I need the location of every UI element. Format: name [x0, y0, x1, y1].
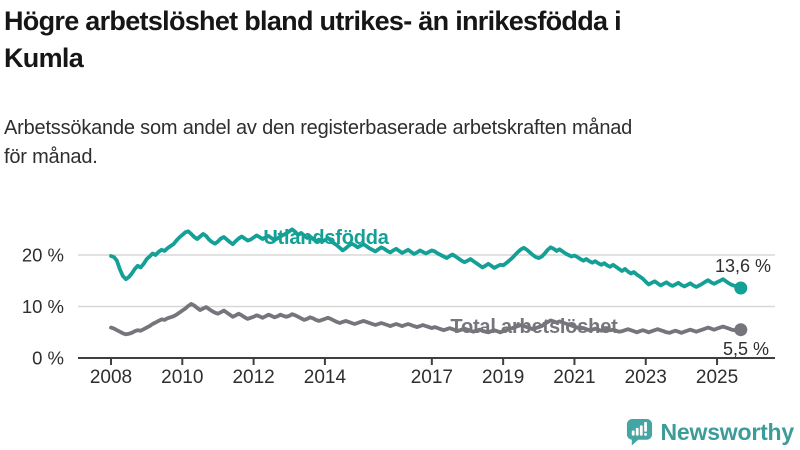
page-title: Högre arbetslöshet bland utrikes- än inr… — [4, 3, 796, 77]
axis-layer: 0 % 10 % 20 % 2008 2010 2012 2014 2017 2019 2021 2… — [22, 245, 775, 388]
series-line-utlandsf-dda — [109, 227, 743, 290]
x-axis-tick-label: 2010 — [161, 367, 203, 388]
subtitle-line-1: Arbetssökande som andel av den registerb… — [4, 117, 633, 139]
x-axis-tick-label: 2025 — [696, 367, 738, 388]
newsworthy-brand-text: Newsworthy — [660, 418, 795, 445]
series-label-utlandsfodda: Utlandsfödda — [263, 227, 389, 249]
title-line-1: Högre arbetslöshet bland utrikes- än inr… — [4, 6, 622, 36]
series-layer — [109, 227, 748, 337]
series-label-total-arbetsloshet: Total arbetslöshet — [450, 316, 618, 338]
series-end-dot — [734, 281, 748, 295]
newsworthy-icon — [626, 418, 652, 446]
chart-subtitle: Arbetssökande som andel av den registerb… — [4, 114, 796, 172]
subtitle-line-2: för månad. — [4, 146, 98, 168]
x-axis-tick-label: 2012 — [232, 367, 274, 388]
title-line-2: Kumla — [4, 43, 84, 73]
x-axis-tick-label: 2008 — [90, 367, 132, 388]
y-axis-tick-label: 20 % — [22, 245, 64, 266]
x-axis-tick-label: 2019 — [482, 367, 524, 388]
end-value-label-total: 5,5 % — [723, 339, 769, 359]
x-axis-tick-label: 2014 — [304, 367, 347, 388]
x-axis-tick-label: 2023 — [625, 367, 667, 388]
x-axis-tick-label: 2021 — [553, 367, 595, 388]
y-axis-tick-label: 0 % — [32, 348, 64, 369]
series-end-dot — [734, 323, 748, 337]
newsworthy-logo[interactable]: Newsworthy — [625, 417, 794, 447]
gridlines-layer — [78, 254, 775, 308]
y-axis-tick-label: 10 % — [22, 296, 64, 317]
x-axis-tick-label: 2017 — [411, 367, 453, 388]
series-line-total-arbetsl-shet — [109, 301, 743, 337]
end-value-label-utlandsfodda: 13,6 % — [715, 256, 771, 276]
